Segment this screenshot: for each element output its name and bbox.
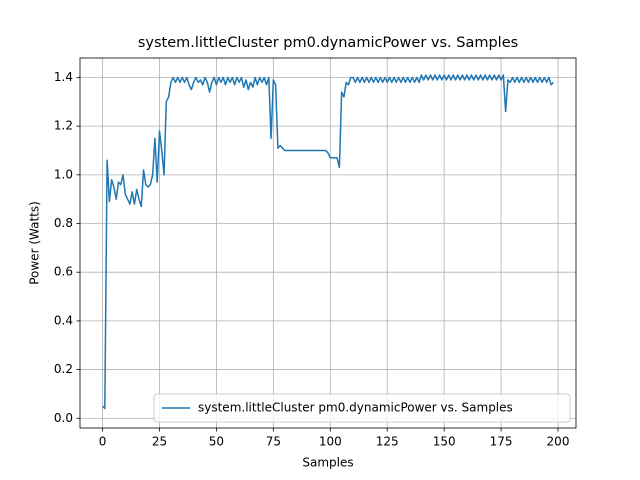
y-tick-label: 0.2: [54, 362, 73, 376]
data-line: [102, 74, 554, 410]
y-tick-label: 1.4: [54, 70, 73, 84]
axes-frame: [79, 57, 577, 429]
y-tick-label: 1.0: [54, 167, 73, 181]
x-tick-label: 125: [376, 435, 399, 449]
x-tick-label: 0: [99, 435, 107, 449]
y-tick-label: 0.8: [54, 216, 73, 230]
legend-box: [153, 393, 571, 423]
x-tick-label: 200: [547, 435, 570, 449]
x-tick-label: 100: [319, 435, 342, 449]
legend: system.littleCluster pm0.dynamicPower vs…: [153, 393, 571, 423]
x-axis-label: Samples: [302, 456, 353, 470]
y-tick-label: 0.0: [54, 411, 73, 425]
grid: 0 25 50 75 100 125 150 175 200 0.0 0.2 0.4 0.6 0.8 1.0…: [54, 58, 576, 449]
x-tick-label: 25: [152, 435, 167, 449]
y-tick-label: 0.4: [54, 313, 73, 327]
y-tick-label: 1.2: [54, 119, 73, 133]
plot-area: [102, 74, 554, 410]
x-tick-label: 175: [490, 435, 513, 449]
chart-title: system.littleCluster pm0.dynamicPower vs…: [138, 35, 518, 51]
x-tick-label: 50: [209, 435, 224, 449]
x-tick-label: 150: [433, 435, 456, 449]
y-tick-label: 0.6: [54, 265, 73, 279]
x-tick-label: 75: [266, 435, 281, 449]
y-axis-label: Power (Watts): [28, 201, 42, 285]
legend-label: system.littleCluster pm0.dynamicPower vs…: [198, 401, 513, 415]
